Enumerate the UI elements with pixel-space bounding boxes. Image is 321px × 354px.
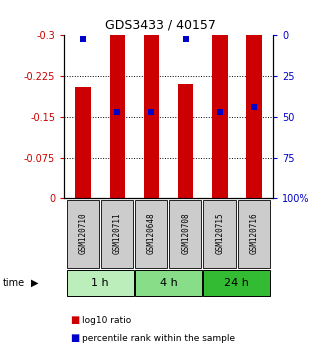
FancyBboxPatch shape: [135, 200, 167, 268]
Text: 4 h: 4 h: [160, 278, 178, 288]
Text: GSM120648: GSM120648: [147, 213, 156, 255]
Bar: [75, 87, 91, 198]
Text: GSM120716: GSM120716: [249, 213, 258, 255]
Text: GDS3433 / 40157: GDS3433 / 40157: [105, 18, 216, 31]
Text: ■: ■: [71, 315, 80, 325]
FancyBboxPatch shape: [169, 200, 201, 268]
Text: 24 h: 24 h: [224, 278, 249, 288]
FancyBboxPatch shape: [238, 200, 270, 268]
Text: GSM120710: GSM120710: [79, 213, 88, 255]
Bar: [212, 35, 228, 198]
Text: time: time: [3, 278, 25, 288]
Text: 1 h: 1 h: [91, 278, 109, 288]
Text: percentile rank within the sample: percentile rank within the sample: [82, 333, 235, 343]
Bar: [178, 84, 193, 198]
FancyBboxPatch shape: [101, 200, 133, 268]
FancyBboxPatch shape: [204, 270, 271, 296]
Text: GSM120708: GSM120708: [181, 213, 190, 255]
Text: GSM120711: GSM120711: [113, 213, 122, 255]
Bar: [246, 35, 262, 198]
FancyBboxPatch shape: [66, 270, 134, 296]
Text: log10 ratio: log10 ratio: [82, 316, 131, 325]
Text: ■: ■: [71, 333, 80, 343]
FancyBboxPatch shape: [135, 270, 202, 296]
Text: ▶: ▶: [30, 278, 38, 288]
FancyBboxPatch shape: [66, 200, 99, 268]
FancyBboxPatch shape: [204, 200, 236, 268]
Bar: [109, 35, 125, 198]
Text: GSM120715: GSM120715: [215, 213, 224, 255]
Bar: [144, 35, 159, 198]
